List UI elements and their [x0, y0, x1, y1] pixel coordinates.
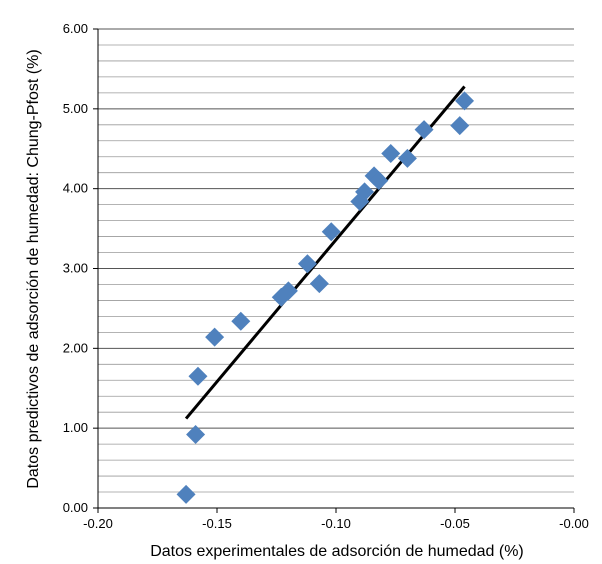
x-axis-ticks: -0.20 -0.15 -0.10 -0.05 -0.00 [83, 508, 589, 531]
data-point [381, 144, 401, 164]
data-point [176, 484, 196, 504]
trendline [184, 85, 466, 420]
data-point [414, 120, 434, 140]
x-tick-label: -0.15 [202, 516, 232, 531]
data-point [450, 116, 470, 136]
y-tick-label: 4.00 [63, 181, 88, 196]
y-tick-label: 1.00 [63, 420, 88, 435]
data-point [369, 171, 389, 191]
data-point [455, 91, 475, 111]
x-tick-label: -0.10 [321, 516, 351, 531]
x-tick-label: -0.05 [440, 516, 470, 531]
y-axis-title: Datos predictivos de adsorción de humeda… [25, 49, 42, 488]
data-point [297, 254, 317, 274]
data-point [355, 182, 375, 202]
y-tick-label: 5.00 [63, 101, 88, 116]
data-point [321, 222, 341, 242]
data-point [186, 425, 206, 445]
gridlines [98, 28, 574, 493]
x-tick-label: -0.20 [83, 516, 113, 531]
y-tick-label: 6.00 [63, 21, 88, 36]
y-axis-ticks: 0.00 1.00 2.00 3.00 4.00 5.00 6.00 [63, 21, 98, 515]
x-tick-label: -0.00 [559, 516, 589, 531]
data-points [176, 91, 475, 504]
data-point [309, 274, 329, 294]
data-point [188, 366, 208, 386]
data-point [278, 281, 298, 301]
data-point [205, 327, 225, 347]
y-tick-label: 2.00 [63, 340, 88, 355]
trendline-group [184, 85, 466, 420]
x-axis-title: Datos experimentales de adsorción de hum… [150, 543, 524, 560]
y-tick-label: 0.00 [63, 500, 88, 515]
data-point [397, 148, 417, 168]
y-tick-label: 3.00 [63, 261, 88, 276]
data-point [231, 311, 251, 331]
